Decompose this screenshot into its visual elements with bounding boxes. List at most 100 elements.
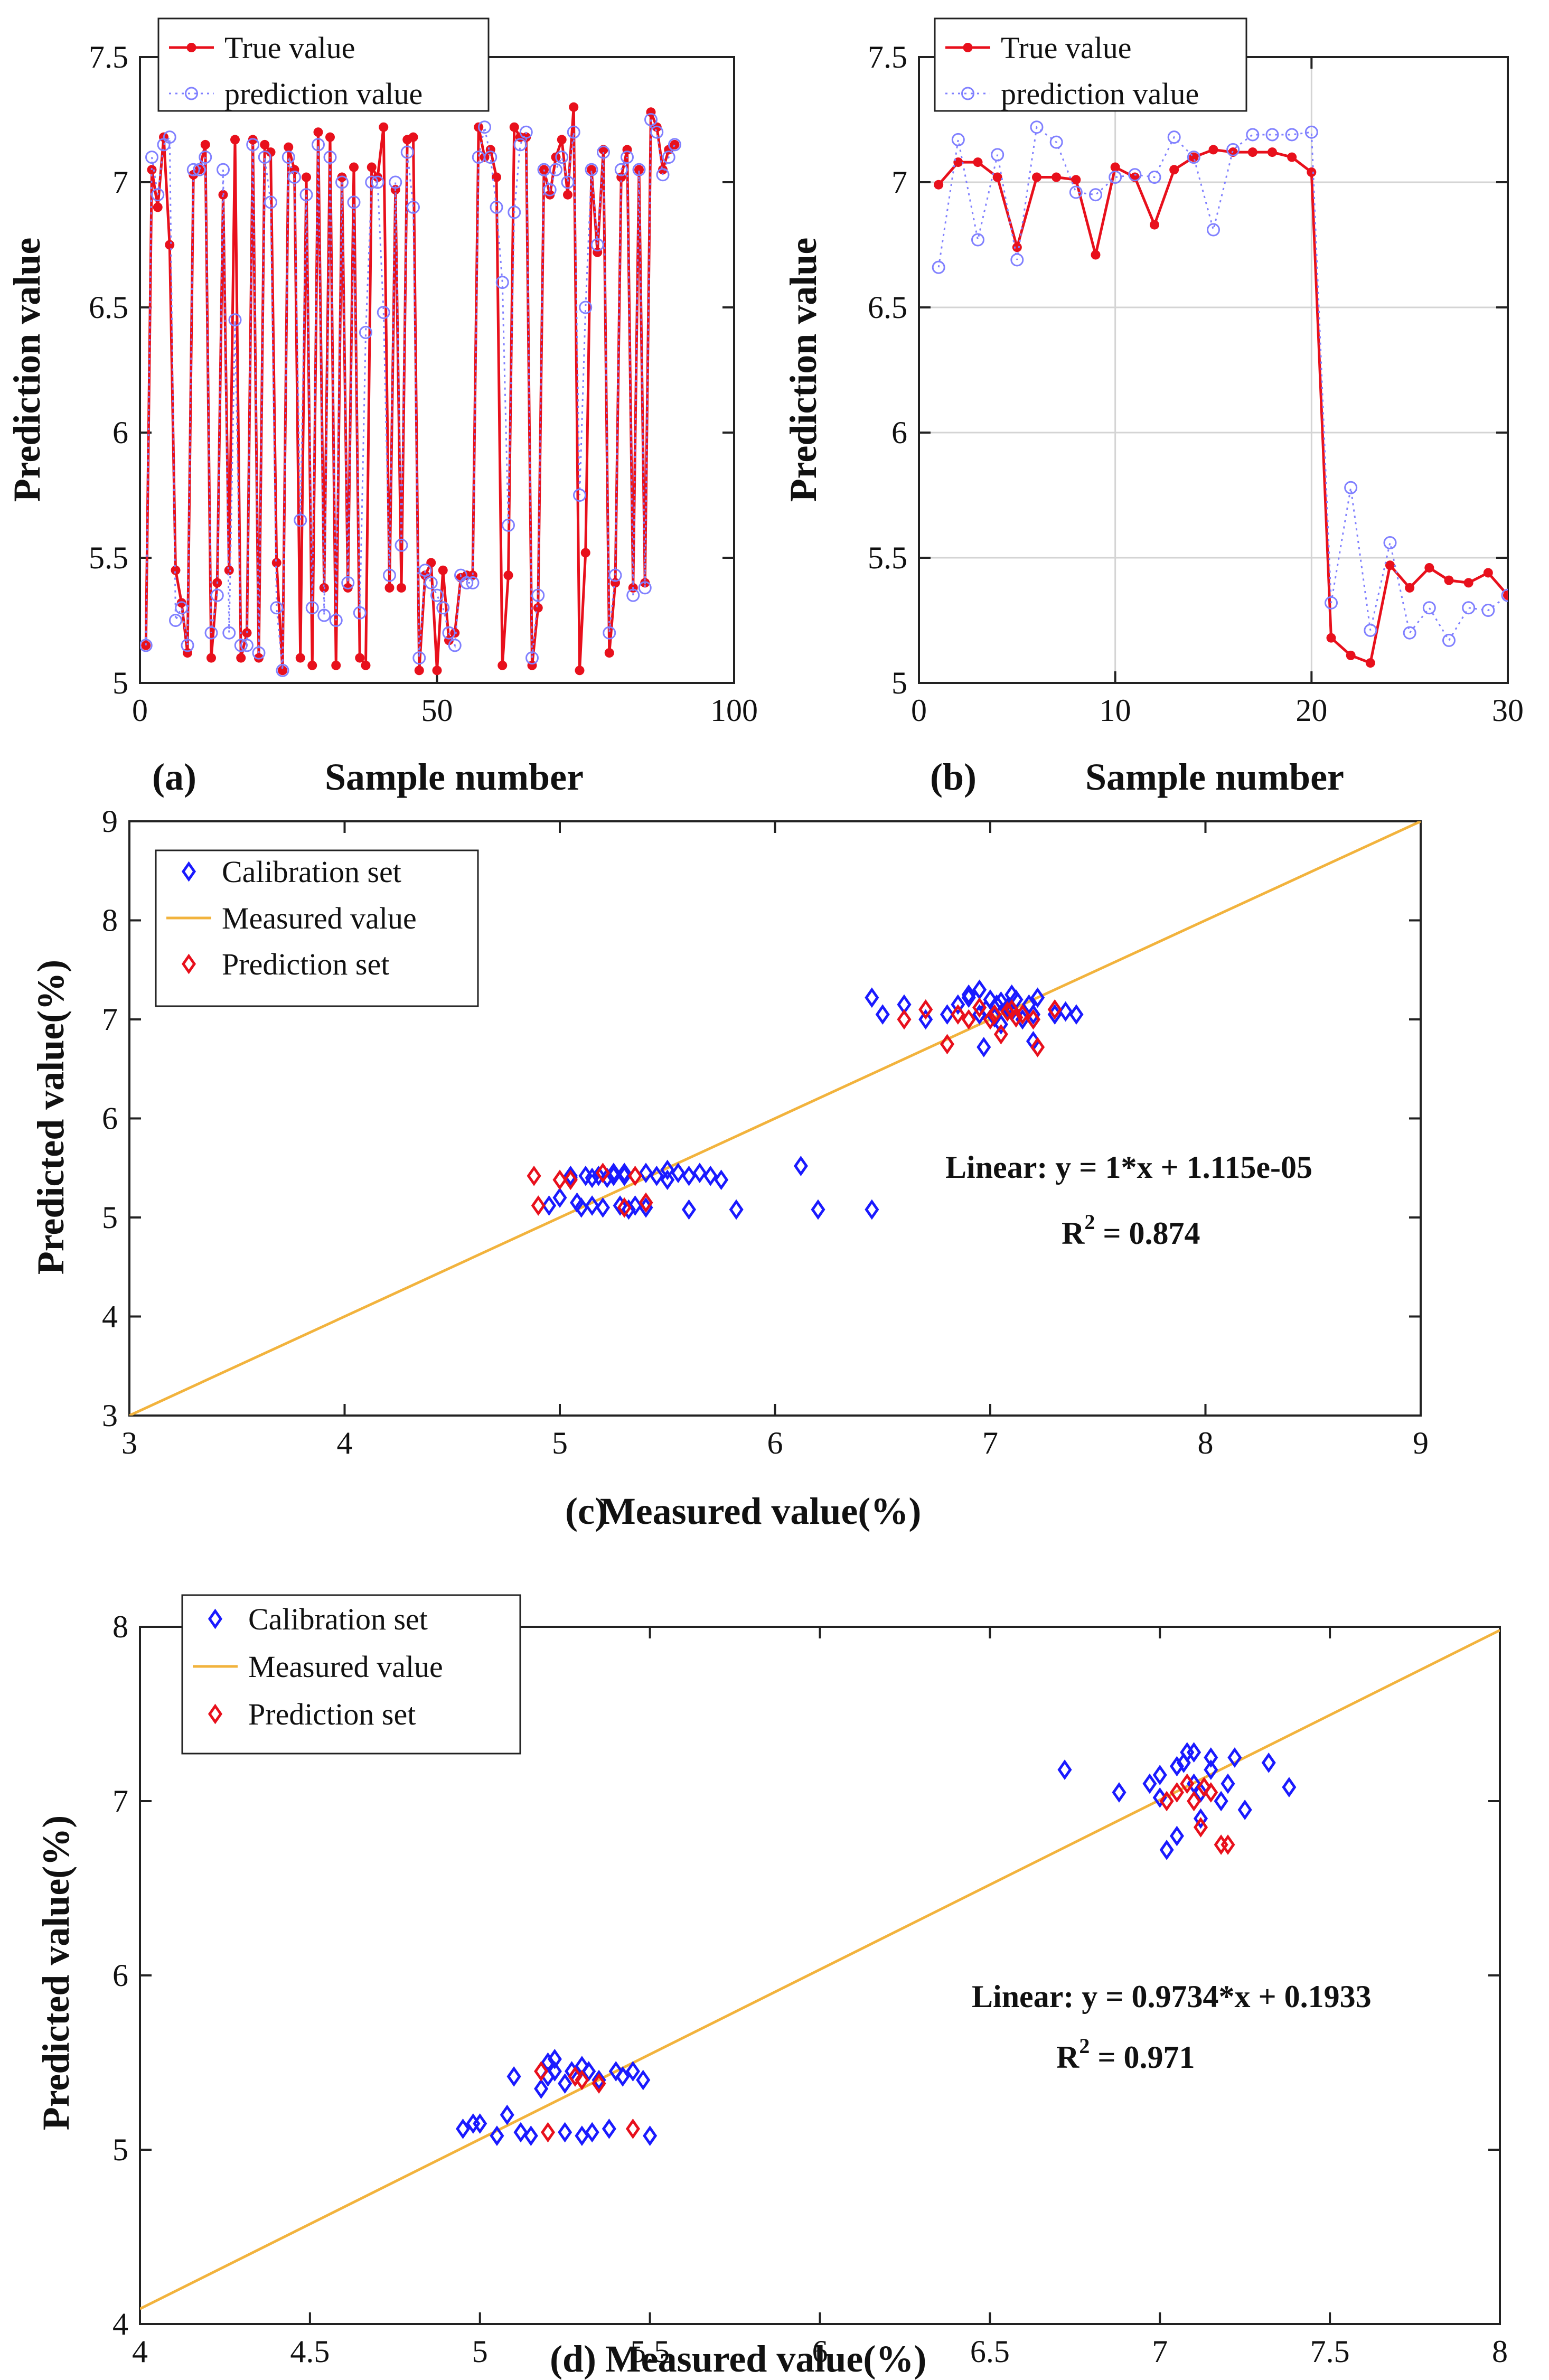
calibration-point <box>865 987 879 1008</box>
prediction-value-point <box>389 175 402 189</box>
prediction-value-point <box>186 163 200 176</box>
x-tick-label: 7.5 <box>1310 2334 1350 2369</box>
true-value-point <box>254 653 264 663</box>
prediction-value-point <box>222 626 236 640</box>
panel-label: (a) <box>152 756 196 798</box>
calibration-point <box>649 1165 664 1186</box>
r-squared-value: = 0.971 <box>1090 2040 1195 2075</box>
true-value-point <box>973 157 983 167</box>
prediction-value-point <box>1304 125 1318 139</box>
fit-equation: Linear: y = 0.9734*x + 0.1933 <box>972 1979 1372 2014</box>
prediction-point <box>1026 1009 1041 1030</box>
y-tick-label: 6 <box>891 415 907 450</box>
prediction-point <box>1159 1791 1174 1812</box>
calibration-point <box>1237 1800 1252 1820</box>
prediction-point <box>1187 1791 1201 1812</box>
true-value-point <box>533 603 543 613</box>
calibration-point <box>714 1169 729 1191</box>
x-axis-label: Measured value(%) <box>605 2338 927 2380</box>
prediction-value-point <box>442 626 456 640</box>
calibration-point <box>547 2049 562 2069</box>
true-value-point <box>165 240 175 250</box>
prediction-value-point <box>1481 604 1495 617</box>
prediction-point <box>639 1192 653 1213</box>
calibration-point <box>473 2113 487 2134</box>
calibration-point <box>625 2061 640 2082</box>
prediction-point <box>1009 1007 1024 1028</box>
prediction-value-point <box>383 568 396 582</box>
prediction-value-point <box>932 260 945 274</box>
prediction-value-point <box>288 171 301 184</box>
calibration-point <box>972 979 987 1000</box>
prediction-value-point <box>638 581 652 595</box>
true-value-point <box>1307 167 1317 177</box>
prediction-value-point <box>991 148 1004 162</box>
calibration-point <box>1152 1787 1167 1808</box>
true-value-point <box>670 139 680 149</box>
x-axis-label: Sample number <box>1085 756 1344 798</box>
prediction-point <box>987 1004 1002 1025</box>
prediction-value-point <box>478 120 491 134</box>
legend-label: True value <box>224 31 355 65</box>
prediction-value-point <box>1246 128 1260 142</box>
prediction-point <box>592 2073 606 2094</box>
r-squared-superscript: 2 <box>1084 1210 1095 1234</box>
prediction-point <box>531 1195 546 1216</box>
panel-label: (b) <box>930 756 977 798</box>
prediction-value-point <box>662 151 675 164</box>
legend-box <box>155 849 479 1007</box>
true-value-point <box>313 127 323 137</box>
prediction-value-point <box>1089 188 1102 202</box>
prediction-value-point <box>590 238 604 251</box>
prediction-value-point <box>359 325 372 339</box>
calibration-point <box>918 1009 933 1030</box>
calibration-point <box>1214 1791 1228 1812</box>
calibration-point <box>628 1195 643 1216</box>
calibration-point <box>1112 1782 1126 1803</box>
prediction-value-point <box>270 601 284 615</box>
prediction-value-point <box>508 205 521 219</box>
true-value-point <box>153 202 163 212</box>
prediction-value-point <box>1187 151 1200 164</box>
legend-swatch-marker <box>208 1608 223 1629</box>
panel-b: 0 10 20 30 5 5.5 6 6.5 7 7.5 Sample number Predicti… <box>782 17 1524 798</box>
calibration-point <box>1204 1759 1218 1780</box>
legend-label: Measured value <box>222 901 417 935</box>
true-value-point <box>408 132 418 142</box>
x-tick-label: 7 <box>982 1426 998 1460</box>
true-value-point <box>1483 568 1493 578</box>
calibration-point <box>977 1037 991 1057</box>
calibration-point <box>558 2073 572 2094</box>
x-tick-label: 8 <box>1492 2334 1508 2369</box>
true-value-point <box>200 139 210 149</box>
true-value-point <box>580 548 590 558</box>
prediction-value-point <box>1265 128 1279 142</box>
true-value-point <box>236 653 246 663</box>
calibration-point <box>875 1004 890 1025</box>
true-value-point <box>367 162 377 172</box>
prediction-value-point <box>335 175 349 189</box>
y-tick-label: 4 <box>112 2307 128 2341</box>
true-value-point <box>1365 658 1375 668</box>
prediction-value-point <box>1383 536 1397 550</box>
legend-swatch-marker <box>186 43 196 52</box>
calibration-point <box>617 1165 632 1186</box>
prediction-value-point <box>252 646 266 660</box>
prediction-value-point <box>603 626 616 640</box>
calibration-point <box>1193 1808 1208 1829</box>
legend-swatch-marker <box>961 87 974 100</box>
calibration-point <box>1142 1773 1157 1794</box>
prediction-value-point <box>1030 120 1044 134</box>
prediction-value-point <box>258 151 271 164</box>
prediction-value-point <box>484 151 497 164</box>
prediction-value-point <box>626 588 640 602</box>
prediction-value-point <box>549 163 562 176</box>
legend-swatch-marker <box>963 43 973 52</box>
prediction-point <box>527 1165 541 1186</box>
legend-label: Prediction set <box>248 1697 416 1731</box>
true-value-point <box>1091 250 1101 260</box>
prediction-value-point <box>1442 633 1456 647</box>
series-line-prediction-value <box>937 125 1508 642</box>
r-squared: R2 = 0.874 <box>1062 1210 1200 1251</box>
